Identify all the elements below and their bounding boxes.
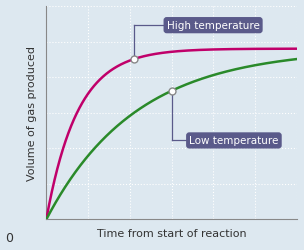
X-axis label: Time from start of reaction: Time from start of reaction <box>97 228 247 238</box>
Text: 0: 0 <box>5 231 13 244</box>
Text: Low temperature: Low temperature <box>189 136 278 146</box>
Text: High temperature: High temperature <box>167 21 260 31</box>
Y-axis label: Volume of gas produced: Volume of gas produced <box>27 46 37 180</box>
